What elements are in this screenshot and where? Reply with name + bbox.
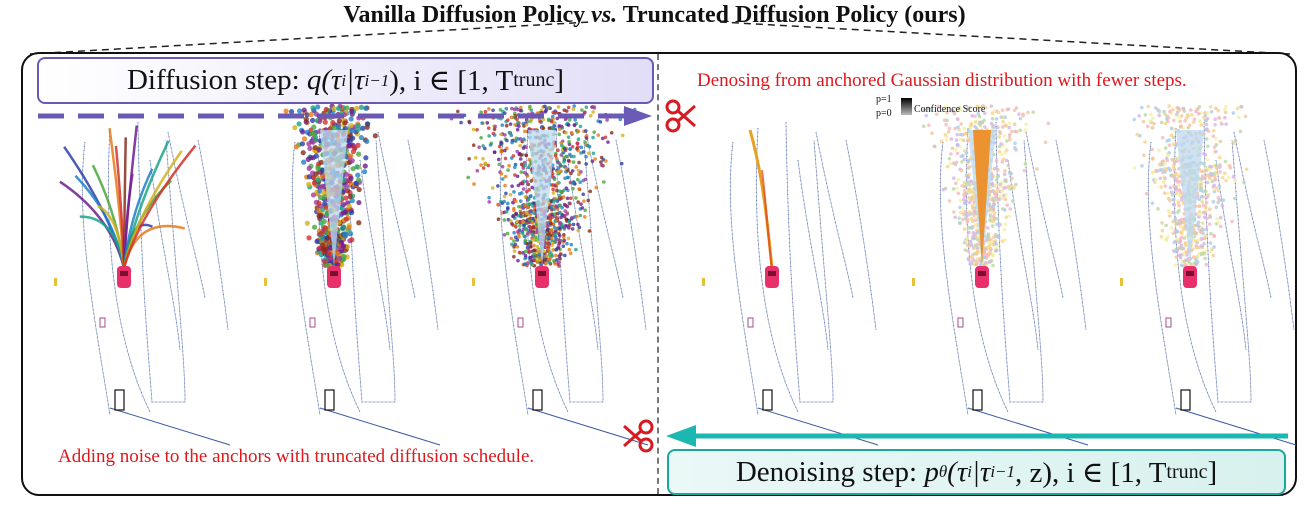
car-icon [975,266,989,288]
denoising-formula-open: (τ [947,455,968,488]
denoising-formula-mid: |τ [971,455,991,488]
scene-panel [264,103,441,446]
title-part2: Truncated Diffusion Policy (ours) [622,2,966,28]
denoising-step-box: Denoising step: p θ (τ i |τ i−1, z), i ∈ [1, … [667,449,1286,495]
denoising-formula-end: ] [1207,455,1218,488]
diffusion-sup-im1: i−1 [364,70,390,90]
legend-p0: p=0 [876,108,892,119]
car-icon [1183,266,1197,288]
scissors-icon [623,419,654,453]
denoising-step-label: Denoising step: [735,455,918,488]
diffusion-formula-mid: |τ [346,64,365,96]
figure-frame [21,52,1297,496]
car-icon [327,266,341,288]
figure-title: Vanilla Diffusion Policy vs. Truncated D… [0,2,1309,29]
center-divider [657,54,659,494]
car-icon [535,266,549,288]
denoise-arrowhead [666,425,696,447]
legend-label: Confidence Score [914,104,986,115]
diffusion-arrowhead [624,106,652,126]
scene-panel [702,121,879,446]
diffusion-sup-i: i [341,70,347,90]
title-vs: vs. [591,2,618,28]
scene-panel [54,121,231,446]
scene-panel [912,104,1089,446]
note-denoising: Denosing from anchored Gaussian distribu… [697,70,1187,91]
denoising-sub-theta: θ [938,462,948,481]
diffusion-formula-tail: ), i ∈ [1, T [389,65,514,97]
car-icon [765,266,779,288]
scene-panel [449,104,649,446]
denoising-sup-im1: i−1 [990,462,1016,481]
scissors-icon [665,99,696,133]
car-icon [117,266,131,288]
denoising-sup-i: i [967,462,972,481]
denoising-formula-tail: , z), i ∈ [1, T [1015,456,1167,489]
diffusion-step-label: Diffusion step: [126,64,300,96]
note-adding-noise: Adding noise to the anchors with truncat… [58,446,535,467]
denoising-sub-trunc: trunc [1166,460,1208,483]
title-part1: Vanilla Diffusion Policy [343,2,586,28]
scene-panel [1120,104,1297,446]
diffusion-sub-trunc: trunc [513,69,555,91]
diffusion-formula-end: ] [554,64,565,96]
legend-p1: p=1 [876,94,892,105]
denoising-formula-p: p [924,455,939,488]
legend-swatch [901,98,912,115]
diffusion-formula-q: q(τ [306,64,342,96]
